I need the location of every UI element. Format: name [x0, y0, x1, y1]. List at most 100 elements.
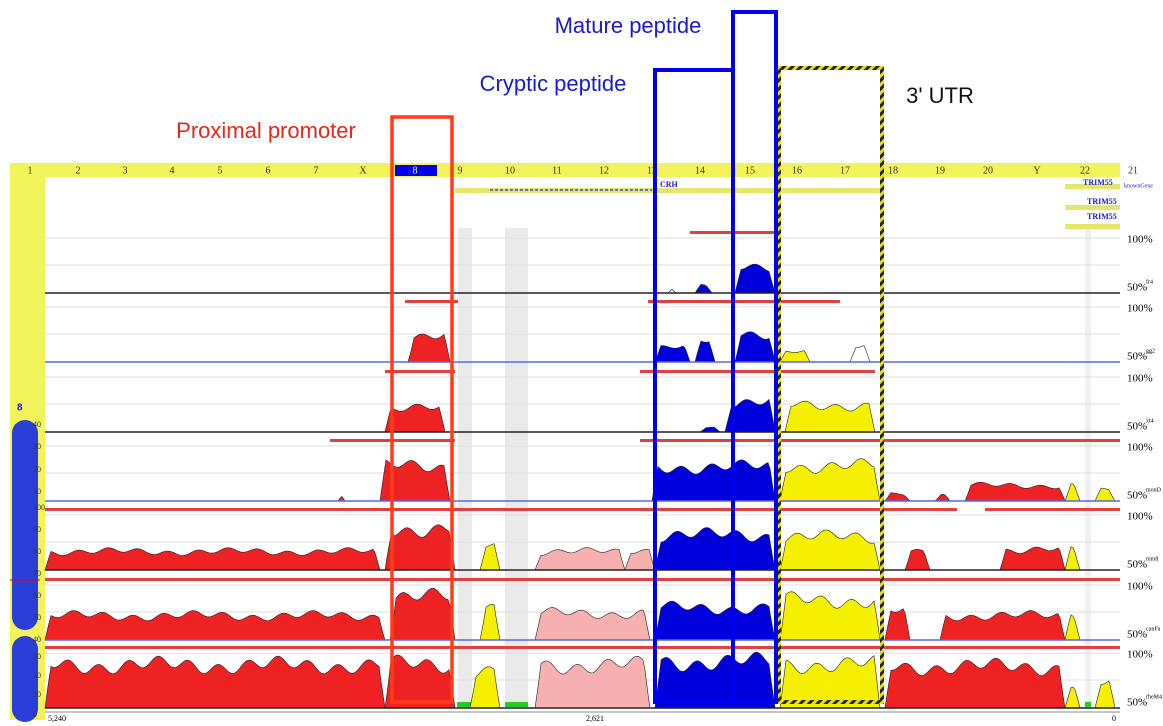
conservation-peak	[534, 655, 651, 709]
conservation-peak	[44, 655, 386, 709]
track-bottom-label: 50%	[1127, 697, 1147, 709]
conservation-peak	[1094, 680, 1116, 709]
chromosome-number: 10	[505, 165, 515, 176]
track-top-label: 100%	[1127, 511, 1153, 523]
conservation-peak	[734, 263, 776, 294]
conservation-peak	[44, 547, 381, 571]
mature-box	[731, 10, 778, 704]
track-top-label: 100%	[1127, 649, 1153, 661]
conservation-peak	[779, 655, 881, 709]
annotation-label: Mature peptide	[555, 13, 702, 38]
conservation-peak	[384, 524, 456, 571]
track-top-label: 100%	[1127, 581, 1153, 593]
track-name: rheM4	[1146, 694, 1162, 700]
tracks: 100%50%fr4100%50%gg2100%50%xt4100%50%mon…	[44, 231, 1162, 709]
track-top-label: 100%	[1127, 442, 1153, 454]
conservation-peak	[654, 345, 691, 363]
chromosome-bar	[10, 163, 1120, 177]
track-bottom-label: 50%	[1127, 282, 1147, 294]
conservation-peak	[1064, 546, 1081, 571]
conservation-peak	[389, 587, 456, 641]
scale-label: 40	[33, 420, 41, 429]
scale-label: 50	[33, 613, 41, 622]
conservation-peak	[779, 529, 881, 571]
conservation-peak	[654, 600, 776, 641]
gap-stripe	[458, 228, 472, 708]
axis-label: 2,621	[586, 714, 604, 723]
scale-label: 70	[33, 569, 41, 578]
chromosome-number: 16	[792, 165, 802, 176]
track-name: fr4	[1146, 278, 1153, 285]
green-mark	[1085, 702, 1091, 707]
utr-box	[777, 66, 884, 704]
ecr-bar	[640, 370, 875, 373]
chromosome-number: 18	[888, 165, 898, 176]
ecr-bar	[45, 508, 957, 511]
conservation-peak	[779, 350, 811, 363]
scale-label: 60	[33, 591, 41, 600]
gap-stripe	[1085, 228, 1091, 708]
ecr-bar	[405, 300, 458, 303]
conservation-peak	[1064, 686, 1081, 709]
chromosome-number: 2	[76, 165, 81, 176]
track-bottom-label: 50%	[1127, 490, 1147, 502]
track-top-label: 100%	[1127, 303, 1153, 315]
chromosome-number: 19	[935, 165, 945, 176]
scale-label: 10	[33, 690, 41, 699]
conservation-peak	[479, 604, 501, 641]
gene-bar	[1065, 205, 1120, 210]
conservation-peak	[44, 610, 386, 641]
conservation-peak	[1064, 614, 1081, 641]
gene-bar	[1065, 224, 1120, 229]
annotation-boxes: Mature peptide Cryptic peptide 3' UTR Pr…	[17, 10, 1153, 723]
ecr-bar	[985, 508, 1120, 511]
chromosome-number: 8	[413, 165, 418, 176]
chromosome-number: X	[359, 165, 367, 176]
track-bottom-label: 50%	[1127, 351, 1147, 363]
track-name: canFa	[1146, 626, 1161, 632]
conservation-peak	[1094, 487, 1116, 502]
chromosome-number: 20	[983, 165, 993, 176]
ecr-bar	[648, 300, 840, 303]
conservation-peak	[534, 547, 626, 571]
conservation-peak	[654, 651, 776, 709]
track-name: gg2	[1146, 348, 1155, 354]
track-top-label: 100%	[1127, 373, 1153, 385]
conservation-peak	[884, 657, 1066, 709]
scale-label: 30	[33, 442, 41, 451]
chromosome-number: 17	[840, 165, 850, 176]
gene-label: TRIM55	[1087, 212, 1117, 221]
scale-label: 80	[33, 547, 41, 556]
track-top-label: 100%	[1127, 234, 1153, 246]
conservation-peak	[779, 591, 881, 641]
annotation-label: 3' UTR	[906, 83, 974, 108]
gene-label: TRIM55	[1087, 197, 1117, 206]
conservation-peak	[624, 548, 656, 571]
chromosome-number: 5	[218, 165, 223, 176]
track-name: monD	[1146, 487, 1162, 493]
conservation-peak	[407, 333, 451, 363]
conservation-peak	[784, 400, 876, 433]
chromosome-number: 21	[1128, 165, 1138, 176]
conservation-peak	[1064, 483, 1081, 502]
conservation-peak	[779, 458, 881, 502]
chromosome-number: 11	[552, 165, 562, 176]
conservation-peak	[534, 607, 651, 641]
chromosome-number: 1	[28, 165, 33, 176]
scale-label: 10	[33, 487, 41, 496]
scale-label: 0	[33, 710, 37, 719]
green-mark	[505, 702, 528, 707]
track-bottom-label: 50%	[1127, 559, 1147, 571]
conservation-peak	[999, 546, 1066, 571]
scale-label: 90	[33, 525, 41, 534]
axis-label: 5,240	[48, 714, 66, 723]
conservation-peak	[479, 543, 501, 571]
track-bottom-label: 50%	[1127, 629, 1147, 641]
conservation-peak	[849, 345, 871, 363]
chromosome-number: 13	[647, 165, 657, 176]
track-label: knownGene	[1124, 183, 1153, 189]
chromosome-number: 15	[745, 165, 755, 176]
gene-label: CRH	[660, 180, 679, 189]
chromosome-number: 6	[266, 165, 271, 176]
